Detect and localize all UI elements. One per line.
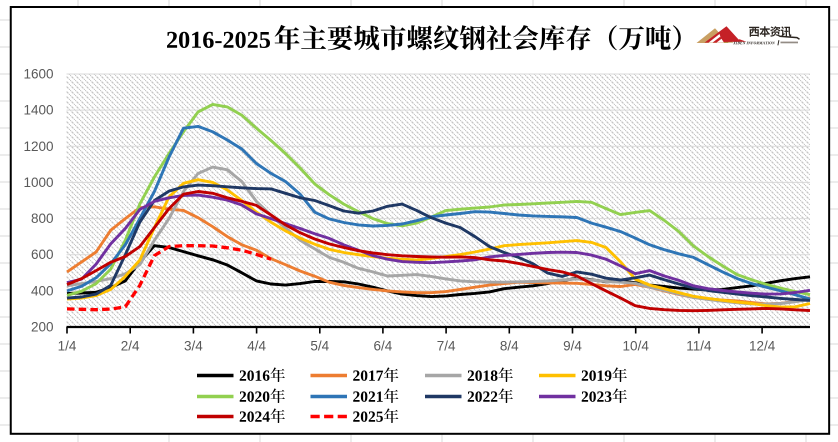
svg-text:3/4: 3/4	[184, 339, 203, 354]
svg-text:1600: 1600	[23, 67, 53, 82]
svg-text:1000: 1000	[23, 175, 53, 190]
svg-text:1200: 1200	[23, 139, 53, 154]
svg-text:800: 800	[31, 211, 54, 226]
svg-text:6/4: 6/4	[374, 339, 393, 354]
svg-text:2/4: 2/4	[121, 339, 140, 354]
svg-text:8/4: 8/4	[500, 339, 519, 354]
svg-text:400: 400	[31, 283, 54, 298]
svg-text:11/4: 11/4	[686, 339, 712, 354]
svg-text:7/4: 7/4	[437, 339, 456, 354]
svg-text:600: 600	[31, 247, 54, 262]
svg-text:12/4: 12/4	[749, 339, 776, 354]
svg-text:1400: 1400	[23, 103, 53, 118]
svg-text:200: 200	[31, 320, 54, 335]
svg-text:1/4: 1/4	[58, 339, 77, 354]
svg-text:9/4: 9/4	[563, 339, 582, 354]
svg-text:4/4: 4/4	[247, 339, 266, 354]
svg-text:5/4: 5/4	[310, 339, 329, 354]
svg-text:10/4: 10/4	[623, 339, 650, 354]
